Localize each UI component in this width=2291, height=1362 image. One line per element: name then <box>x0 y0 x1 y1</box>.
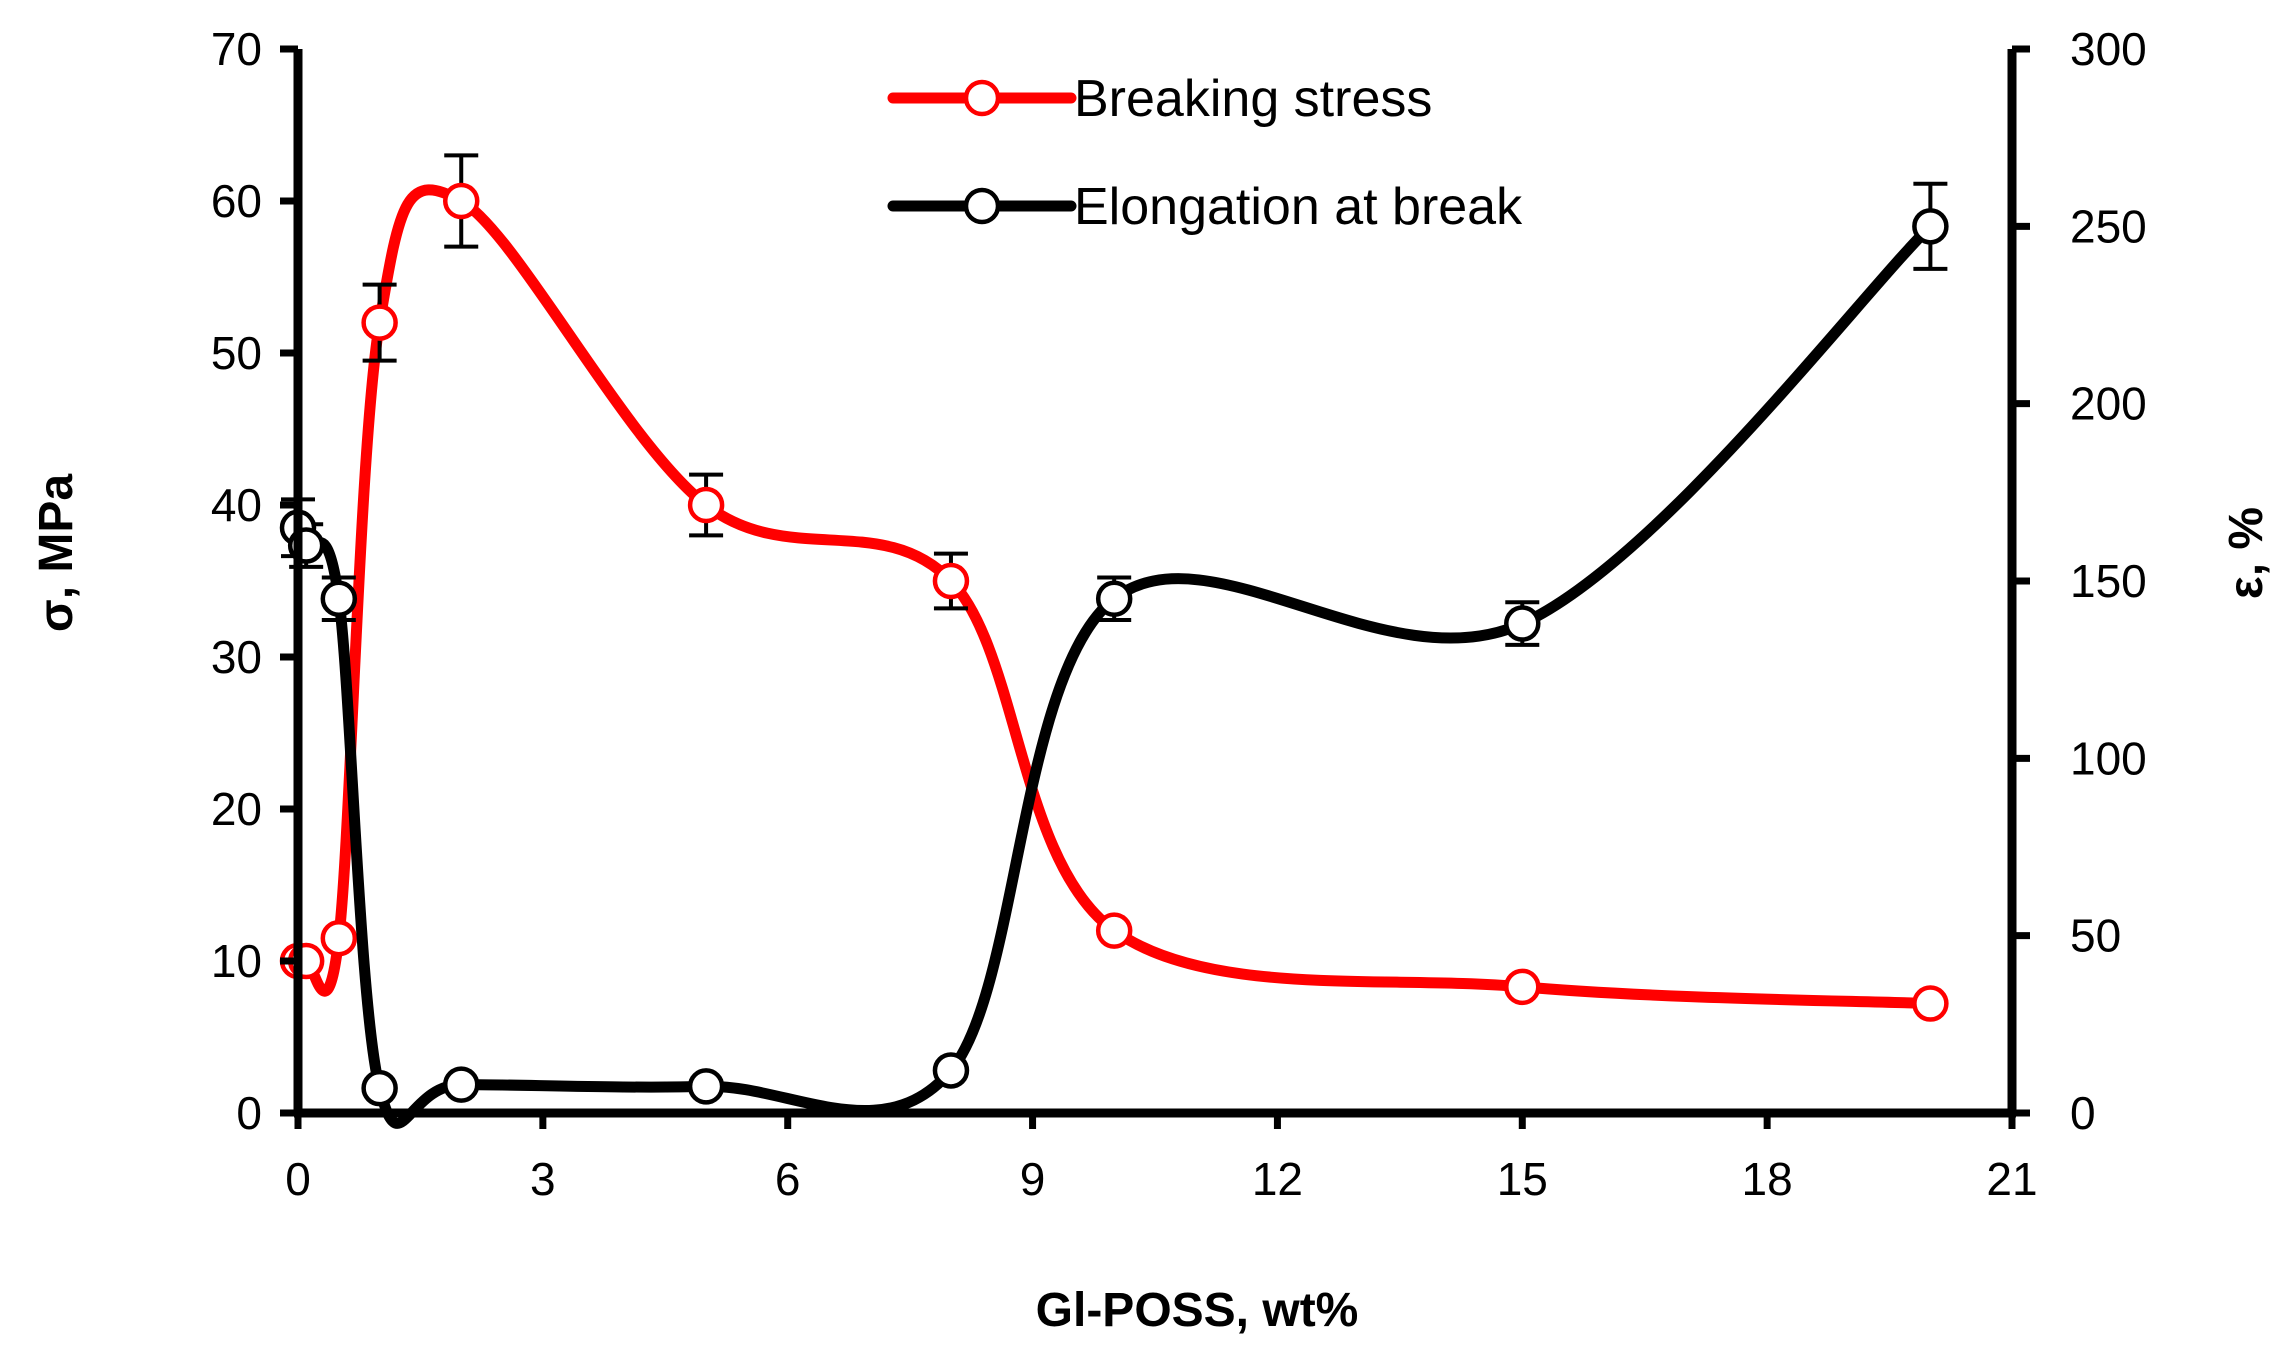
data-point-elongation-at-break <box>442 1066 480 1103</box>
data-point-breaking-stress <box>687 486 725 524</box>
y-tick-label-left: 40 <box>211 479 262 531</box>
x-tick-label: 15 <box>1497 1153 1548 1205</box>
y-axis-title-right: ε, % <box>2220 507 2273 599</box>
y-tick-label-right: 0 <box>2070 1087 2096 1139</box>
y-tick-label-right: 50 <box>2070 910 2121 962</box>
data-point-breaking-stress <box>320 919 358 957</box>
data-point-elongation-at-break <box>1095 580 1133 617</box>
data-point-elongation-at-break <box>687 1068 725 1105</box>
x-tick-label: 21 <box>1986 1153 2037 1205</box>
axes: 0 3 6 9 12 15 18 21 0 10 20 30 40 50 60 70 0 50 100 150 200 2… <box>211 23 2147 1205</box>
legend-label-elongation-at-break: Elongation at break <box>1074 178 1523 236</box>
data-point-elongation-at-break <box>932 1052 970 1089</box>
series-line-elongation-at-break <box>292 220 1936 1129</box>
data-point-elongation-at-break <box>1912 208 1949 245</box>
y-tick-label-right: 150 <box>2070 555 2147 607</box>
y-tick-label-left: 60 <box>211 175 262 227</box>
y-tick-label-right: 200 <box>2070 378 2147 430</box>
y-axis-title-left: σ, MPa <box>30 474 83 633</box>
plot-area <box>279 153 1949 1129</box>
x-tick-label: 0 <box>285 1153 311 1205</box>
y-tick-label-left: 10 <box>211 935 262 987</box>
data-point-breaking-stress <box>1095 912 1133 949</box>
data-point-breaking-stress <box>932 562 970 600</box>
series-line-breaking-stress <box>292 184 1936 1010</box>
x-tick-label: 12 <box>1252 1153 1303 1205</box>
y-tick-label-right: 100 <box>2070 732 2147 784</box>
y-tick-label-right: 250 <box>2070 200 2147 252</box>
y-tick-label-left: 70 <box>211 23 262 75</box>
y-tick-label-left: 0 <box>236 1087 262 1139</box>
legend-marker-elongation-at-break <box>963 187 1001 225</box>
x-tick-label: 9 <box>1020 1153 1046 1205</box>
y-tick-label-right: 300 <box>2070 23 2147 75</box>
data-point-elongation-at-break <box>320 580 358 617</box>
legend-label-breaking-stress: Breaking stress <box>1074 70 1432 128</box>
x-axis-title: Gl-POSS, wt% <box>1036 1284 1359 1337</box>
data-point-elongation-at-break <box>361 1069 398 1107</box>
x-tick-label: 6 <box>775 1153 801 1205</box>
x-tick-label: 3 <box>530 1153 556 1205</box>
y-tick-label-left: 50 <box>211 327 262 379</box>
y-tick-label-left: 20 <box>211 783 262 835</box>
legend: Breaking stress Elongation at break <box>887 70 1523 236</box>
legend-marker-breaking-stress <box>963 79 1001 117</box>
data-point-breaking-stress <box>1912 985 1949 1022</box>
data-point-elongation-at-break <box>1504 605 1541 642</box>
data-point-breaking-stress <box>1504 968 1541 1006</box>
data-point-breaking-stress <box>361 304 398 341</box>
data-point-breaking-stress <box>442 182 480 220</box>
y-tick-label-left: 30 <box>211 631 262 683</box>
x-tick-label: 18 <box>1742 1153 1793 1205</box>
